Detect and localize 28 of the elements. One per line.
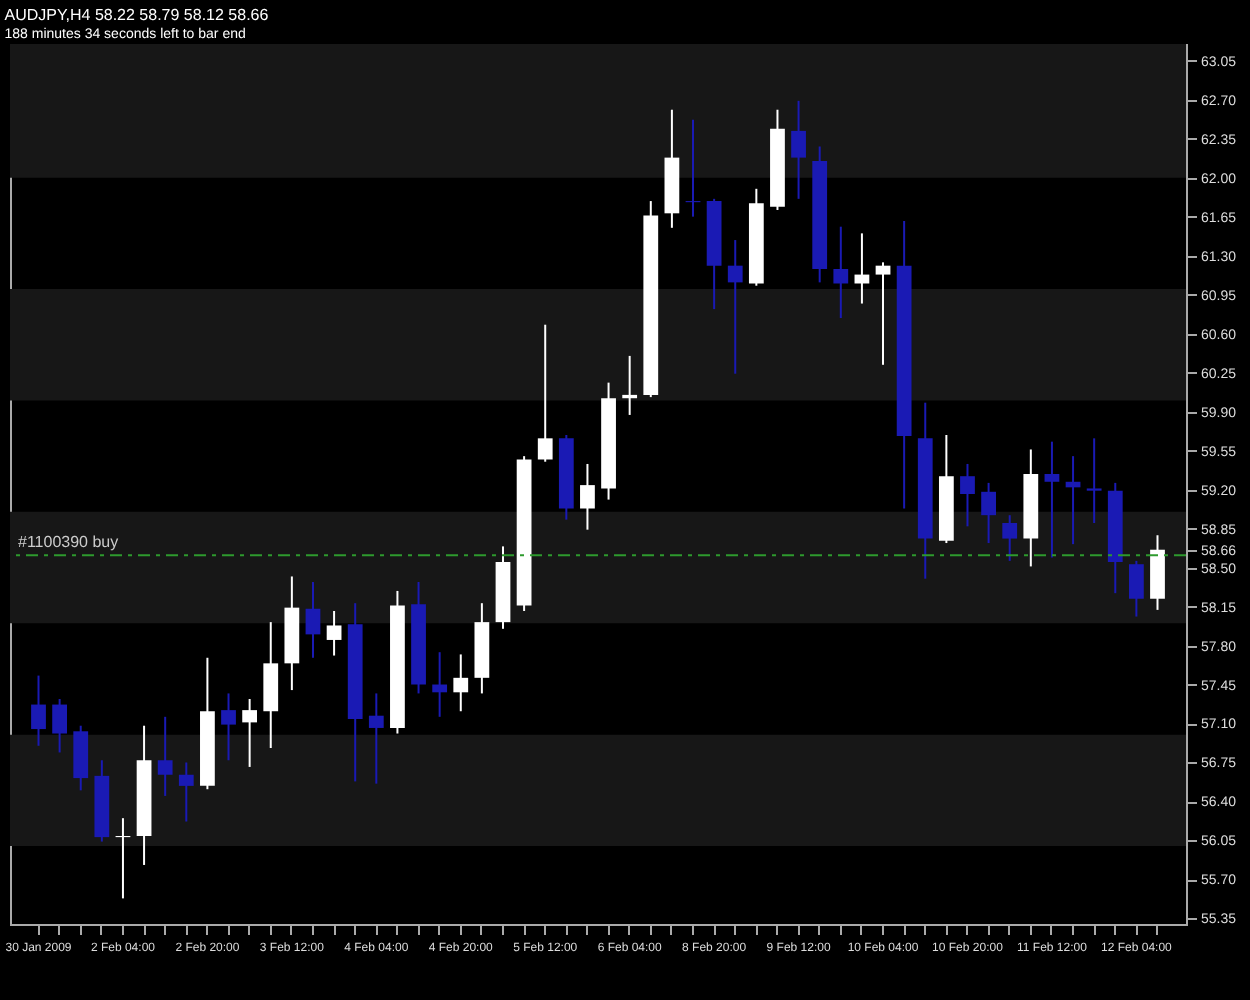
candlestick: [178, 761, 194, 823]
candlestick: [52, 697, 68, 754]
candlestick: [305, 581, 321, 659]
candlestick: [453, 653, 469, 713]
candlestick: [326, 609, 342, 657]
candlestick: [537, 323, 553, 463]
candlestick: [221, 692, 236, 762]
candlestick: [1086, 437, 1102, 524]
candlestick: [875, 261, 891, 366]
candlestick: [960, 462, 975, 528]
ref-line-label: #1100390 buy: [18, 533, 119, 552]
candlestick: [263, 621, 279, 749]
candlestick: [833, 225, 849, 320]
candlestick: [580, 462, 595, 531]
candlestick: [157, 715, 173, 797]
candlestick: [1128, 559, 1144, 618]
chart-title: AUDJPY,H4 58.22 58.79 58.12 58.66: [4, 6, 270, 24]
candlestick: [1002, 514, 1018, 562]
candlestick: [791, 99, 806, 200]
candlestick: [31, 674, 46, 747]
candlestick: [242, 697, 258, 768]
candlestick: [622, 354, 638, 416]
candlestick: [432, 651, 448, 718]
candlestick: [1044, 440, 1060, 559]
candlestick: [981, 481, 996, 545]
candlestick: [73, 724, 89, 792]
candlestick: [368, 692, 384, 785]
candlestick: [727, 239, 743, 375]
